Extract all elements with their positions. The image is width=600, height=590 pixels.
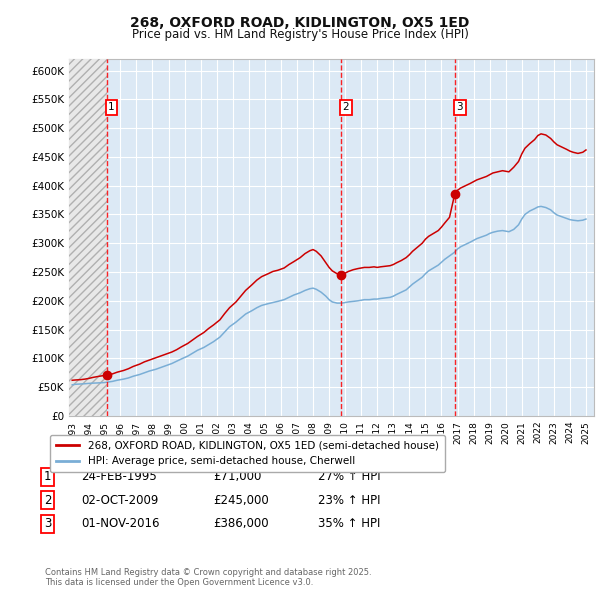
Text: 01-NOV-2016: 01-NOV-2016 (81, 517, 160, 530)
Legend: 268, OXFORD ROAD, KIDLINGTON, OX5 1ED (semi-detached house), HPI: Average price,: 268, OXFORD ROAD, KIDLINGTON, OX5 1ED (s… (50, 435, 445, 473)
Text: 3: 3 (44, 517, 51, 530)
Text: 1: 1 (44, 470, 51, 483)
Text: 23% ↑ HPI: 23% ↑ HPI (318, 494, 380, 507)
Text: 2: 2 (343, 102, 349, 112)
Text: 3: 3 (457, 102, 463, 112)
Text: 2: 2 (44, 494, 51, 507)
Text: £245,000: £245,000 (213, 494, 269, 507)
Text: 1: 1 (108, 102, 115, 112)
Text: 02-OCT-2009: 02-OCT-2009 (81, 494, 158, 507)
Text: 27% ↑ HPI: 27% ↑ HPI (318, 470, 380, 483)
Text: 35% ↑ HPI: 35% ↑ HPI (318, 517, 380, 530)
Text: 24-FEB-1995: 24-FEB-1995 (81, 470, 157, 483)
Text: 268, OXFORD ROAD, KIDLINGTON, OX5 1ED: 268, OXFORD ROAD, KIDLINGTON, OX5 1ED (130, 16, 470, 30)
Text: Price paid vs. HM Land Registry's House Price Index (HPI): Price paid vs. HM Land Registry's House … (131, 28, 469, 41)
Text: £71,000: £71,000 (213, 470, 262, 483)
Text: Contains HM Land Registry data © Crown copyright and database right 2025.
This d: Contains HM Land Registry data © Crown c… (45, 568, 371, 587)
Text: £386,000: £386,000 (213, 517, 269, 530)
